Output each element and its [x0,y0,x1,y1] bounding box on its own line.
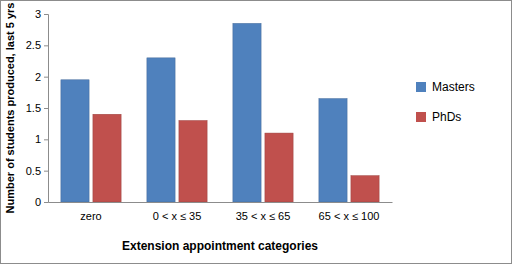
x-tick: 65 < x ≤ 100 [319,202,380,222]
y-tick-label: 0 [35,196,41,208]
y-tick: 2 [35,71,48,83]
bar [319,99,347,202]
y-tick-mark [44,171,48,172]
chart: 0 0.5 1 1.5 2 2.5 3 zero 0 < x ≤ 35 35 < x ≤ 65 65… [0,0,512,264]
series-bars [93,114,379,202]
y-axis-line [44,15,49,203]
series-bars [61,23,347,202]
x-tick-label: 35 < x ≤ 65 [236,210,291,222]
y-tick-mark [44,202,48,203]
bar [265,133,293,202]
bars [61,23,379,202]
x-tick: 0 < x ≤ 35 [153,202,202,222]
y-tick-label: 2 [35,71,41,83]
bar [233,23,261,202]
legend-label: Masters [432,80,475,94]
x-axis: zero 0 < x ≤ 35 35 < x ≤ 65 65 < x ≤ 100 [49,202,393,222]
x-tick-label: 0 < x ≤ 35 [153,210,202,222]
y-axis: 0 0.5 1 1.5 2 2.5 3 [26,8,49,208]
bar [351,176,379,202]
x-tick: zero [80,202,101,222]
y-tick-mark [44,45,48,46]
y-tick: 2.5 [26,39,48,51]
x-tick: 35 < x ≤ 65 [236,202,291,222]
y-tick-mark [44,139,48,140]
y-tick: 0.5 [26,165,48,177]
bar [93,114,121,202]
y-tick-label: 3 [35,8,41,20]
chart-border [1,1,512,264]
y-tick-label: 1.5 [26,102,41,114]
legend: Masters PhDs [416,80,475,124]
y-axis-title: Number of students produced, last 5 yrs [4,3,16,214]
x-tick-label: 65 < x ≤ 100 [319,210,380,222]
legend-swatch [416,82,426,92]
legend-item: Masters [416,80,475,94]
y-tick: 3 [35,8,48,20]
bar [61,80,89,202]
bar [147,58,175,202]
y-tick-mark [44,108,48,109]
y-tick: 0 [35,196,48,208]
y-tick-label: 0.5 [26,165,41,177]
y-tick: 1 [35,133,48,145]
bar [179,121,207,202]
x-axis-line [49,202,393,203]
legend-item: PhDs [416,110,461,124]
x-axis-title: Extension appointment categories [122,239,318,253]
plot: 0 0.5 1 1.5 2 2.5 3 zero 0 < x ≤ 35 35 < x ≤ 65 65… [26,8,393,222]
y-tick-mark [44,14,48,15]
x-tick-label: zero [80,210,101,222]
y-tick-label: 1 [35,133,41,145]
legend-label: PhDs [432,110,461,124]
y-tick: 1.5 [26,102,48,114]
y-tick-label: 2.5 [26,39,41,51]
y-tick-mark [44,77,48,78]
legend-swatch [416,112,426,122]
